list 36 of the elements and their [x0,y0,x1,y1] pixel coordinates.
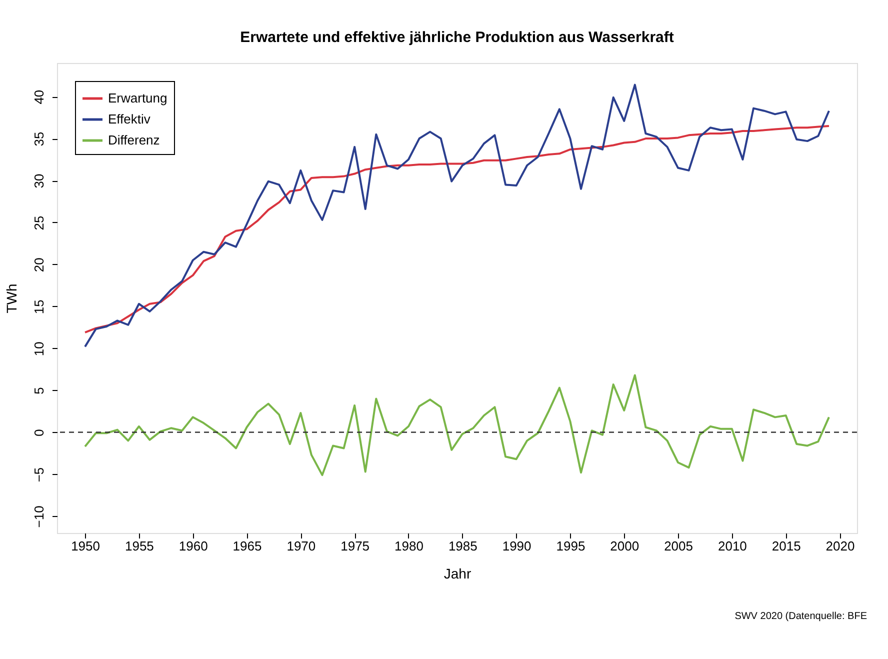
x-tick-label: 1985 [448,538,478,554]
line-series [84,124,830,334]
x-tick-label: 1955 [124,538,154,554]
x-tick-label: 1990 [502,538,532,554]
x-tick-label: 2020 [826,538,855,554]
y-tick-label: 30 [32,174,46,188]
y-tick-label: 35 [32,132,46,146]
x-tick-label: 1950 [71,538,100,554]
x-tick-label: 2015 [772,538,801,554]
y-axis-title: TWh [4,284,20,314]
line-series [84,374,830,476]
x-tick-label: 2000 [610,538,640,554]
y-tick-label: 15 [32,300,46,314]
legend-label: Effektiv [108,112,151,126]
text: SWV 2020 (Datenquelle: BFE [734,611,868,622]
y-tick-label: 25 [32,216,46,230]
y-tick-label: 0 [32,429,46,436]
y-tick-label: 40 [32,90,46,104]
x-tick-label: 1965 [232,538,262,554]
x-tick-label: 1995 [556,538,586,554]
x-tick-label: 2010 [718,538,747,554]
x-tick-label: 2005 [664,538,693,554]
line-series [84,84,830,348]
y-tick-label: −5 [32,467,46,482]
y-tick-label: 5 [32,387,46,394]
legend-label: Erwartung [108,90,168,106]
x-tick-label: 1975 [340,538,370,554]
chart-title: Erwartete und effektive jährliche Produktion aus Wasserkraft [240,29,674,46]
x-tick-label: 1980 [394,538,424,554]
y-tick-label: 20 [32,258,46,272]
x-tick-label: 1970 [286,538,316,554]
x-axis-title: Jahr [444,566,472,582]
x-tick-label: 1960 [178,538,208,554]
y-tick-label: −10 [32,506,46,528]
y-tick-label: 10 [32,342,46,356]
legend-label: Differenz [108,132,160,148]
